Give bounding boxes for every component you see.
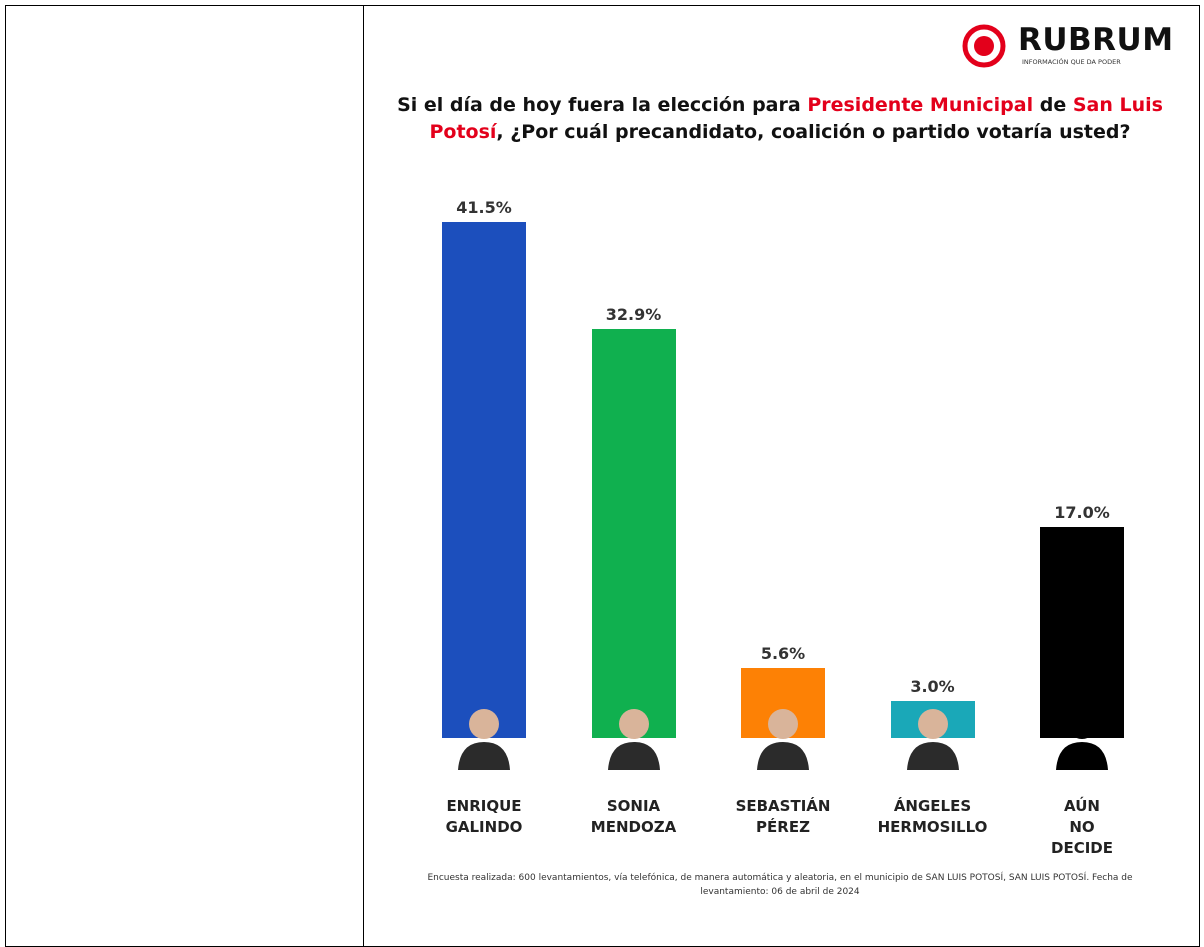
candidate-photo: [1054, 702, 1110, 770]
candidate-photo: [456, 702, 512, 770]
title-part: Presidente Municipal: [807, 94, 1034, 116]
bar: [442, 222, 526, 738]
title-part: Si el día de hoy fuera la elección para: [397, 94, 808, 116]
brand-name: RUBRUM: [1018, 22, 1174, 58]
silhouette: [906, 709, 959, 770]
candidate-photo: [755, 702, 811, 770]
value-label: 32.9%: [605, 305, 662, 325]
silhouette: [1056, 709, 1108, 770]
category-label: SONIA MENDOZA: [590, 797, 677, 836]
value-label: 3.0%: [910, 676, 955, 696]
title-part: , ¿Por cuál precandidato, coalición o pa…: [496, 121, 1131, 143]
value-label: 17.0%: [1054, 502, 1110, 522]
silhouette: [607, 709, 660, 770]
title-part: San Luis Potosí: [429, 94, 1163, 143]
chart-title: Si el día de hoy fuera la elección para …: [395, 92, 1165, 146]
bar: [591, 329, 676, 738]
title-part: de: [1033, 94, 1073, 116]
category-label: AÚN NO DECIDE: [1051, 797, 1113, 857]
category-label: ENRIQUE GALINDO: [445, 797, 523, 836]
candidate-photo: [905, 702, 961, 770]
silhouette: [757, 709, 809, 770]
candidate-photo: [606, 702, 662, 770]
category-label: ÁNGELES HERMOSILLO: [877, 797, 988, 836]
category-label: SEBASTIÁN PÉREZ: [735, 797, 831, 836]
brand-tagline: INFORMACIÓN QUE DA PODER: [1022, 58, 1121, 66]
footnote: Encuesta realizada: 600 levantamientos, …: [427, 873, 1133, 897]
brand-logo: [962, 24, 1006, 68]
bar: [1040, 526, 1124, 738]
value-label: 5.6%: [760, 644, 806, 664]
value-label: 41.5%: [456, 198, 512, 218]
table-cell: [5, 5, 363, 947]
silhouette: [458, 709, 510, 770]
